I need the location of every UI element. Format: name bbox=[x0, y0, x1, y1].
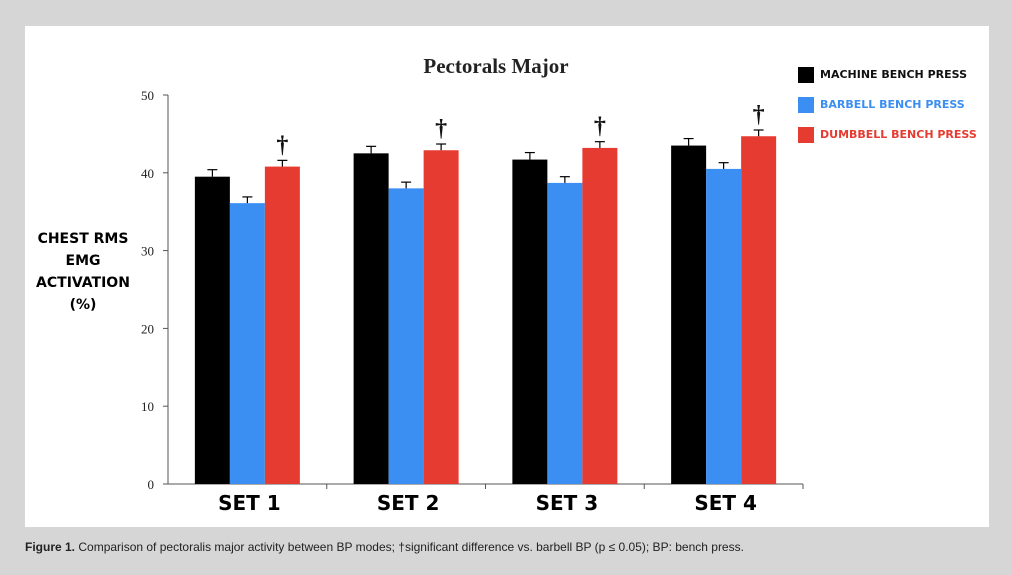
bar bbox=[229, 203, 265, 484]
bar bbox=[353, 153, 389, 484]
y-axis-label-line: EMG bbox=[65, 253, 101, 269]
chart-title: Pectorals Major bbox=[423, 54, 568, 78]
caption-label: Figure 1. bbox=[25, 540, 76, 554]
y-tick-label: 30 bbox=[141, 244, 154, 259]
bar bbox=[582, 147, 618, 485]
bar bbox=[547, 182, 583, 484]
y-axis-label: CHEST RMS EMG ACTIVATION (%) bbox=[25, 228, 141, 316]
bar-group bbox=[194, 129, 777, 485]
bar bbox=[388, 188, 424, 485]
y-tick-label: 20 bbox=[141, 321, 154, 336]
caption-text: Comparison of pectoralis major activity … bbox=[78, 540, 744, 554]
legend-label: BARBELL BENCH PRESS bbox=[820, 98, 965, 111]
bar bbox=[194, 176, 230, 484]
bar bbox=[706, 168, 742, 484]
bar bbox=[264, 166, 300, 485]
significance-dagger: † bbox=[594, 114, 606, 140]
bar bbox=[512, 159, 548, 484]
y-axis-label-line: (%) bbox=[69, 297, 97, 313]
significance-dagger: † bbox=[753, 102, 765, 128]
y-tick-label: 50 bbox=[141, 88, 154, 103]
y-tick-label: 40 bbox=[141, 166, 154, 181]
y-axis-label-line: ACTIVATION bbox=[36, 275, 130, 291]
significance-dagger: † bbox=[435, 116, 447, 142]
x-tick-label: SET 2 bbox=[377, 491, 440, 515]
x-tick-label: SET 3 bbox=[536, 491, 599, 515]
legend-label: MACHINE BENCH PRESS bbox=[820, 68, 967, 81]
chart-axes: 0 10 20 30 40 50 SET 1 SET 2 SET 3 SET 4 bbox=[141, 88, 804, 515]
legend-label: DUMBBELL BENCH PRESS bbox=[820, 128, 977, 141]
y-axis-label-line: CHEST RMS bbox=[37, 231, 129, 247]
chart-panel bbox=[25, 26, 989, 527]
figure-caption: Figure 1. Comparison of pectoralis major… bbox=[25, 540, 989, 554]
significance-dagger: † bbox=[276, 132, 288, 158]
x-tick-label: SET 1 bbox=[218, 491, 281, 515]
x-tick-label: SET 4 bbox=[694, 491, 757, 515]
legend-swatch bbox=[798, 97, 814, 113]
significance-marks: † † † † bbox=[276, 102, 764, 158]
y-tick-label: 10 bbox=[141, 399, 154, 414]
legend-swatch bbox=[798, 67, 814, 83]
y-tick-label: 0 bbox=[148, 477, 155, 492]
bar bbox=[423, 150, 459, 484]
legend-swatch bbox=[798, 127, 814, 143]
bar bbox=[671, 145, 707, 484]
bar bbox=[741, 136, 777, 484]
